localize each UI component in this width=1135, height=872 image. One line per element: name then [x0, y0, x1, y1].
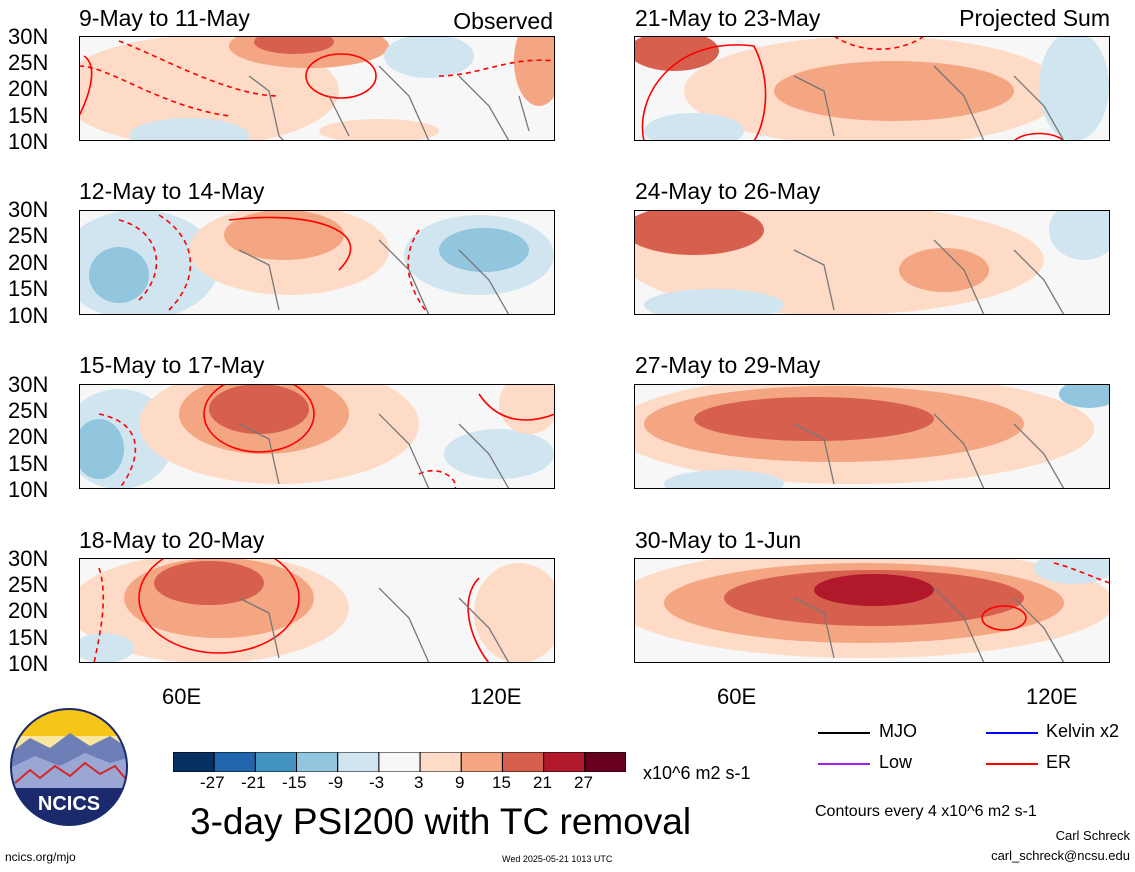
legend-line-kelvin: [986, 732, 1038, 734]
map-panel-3: [79, 384, 555, 489]
colorbar-swatch: [296, 751, 339, 773]
colorbar-swatch: [213, 751, 256, 773]
colorbar-units: x10^6 m2 s-1: [643, 763, 751, 783]
lat-label: 30N: [8, 372, 49, 397]
lat-label: 15N: [8, 103, 49, 128]
lat-label: 10N: [8, 129, 49, 154]
legend-line-low: [818, 763, 870, 765]
panel-tag-projected: Projected Sum: [959, 5, 1110, 31]
legend-label-er: ER: [1046, 752, 1072, 772]
lat-label: 25N: [8, 223, 49, 248]
lat-label: 25N: [8, 398, 49, 423]
colorbar-tick: -21: [241, 773, 266, 792]
legend-label-low: Low: [879, 752, 913, 772]
panel-title-1: 9-May to 11-May: [79, 5, 250, 31]
colorbar-swatch: [501, 751, 545, 773]
colorbar-tick: 9: [455, 773, 465, 792]
map-panel-8: [634, 558, 1110, 663]
lat-label: 20N: [8, 250, 49, 275]
colorbar-swatch: [254, 751, 298, 773]
legend-line-er: [986, 763, 1038, 765]
colorbar-tick: 3: [414, 773, 424, 792]
colorbar-swatch: [543, 751, 586, 773]
panel-title-7: 27-May to 29-May: [635, 352, 821, 378]
panel-title-8: 30-May to 1-Jun: [635, 527, 802, 553]
site-link[interactable]: ncics.org/mjo: [5, 850, 76, 864]
legend-label-kelvin: Kelvin x2: [1046, 721, 1120, 741]
colorbar-tick: -15: [282, 773, 307, 792]
colorbar-swatch: [584, 751, 627, 773]
colorbar-tick: 21: [533, 773, 552, 792]
colorbar-swatch: [337, 751, 380, 773]
map-panel-6: [634, 210, 1110, 315]
legend-label-mjo: MJO: [879, 721, 917, 741]
colorbar-tick: -3: [369, 773, 385, 792]
legend-line-mjo: [818, 732, 870, 734]
map-panel-5: [634, 36, 1110, 141]
timestamp: Wed 2025-05-21 1013 UTC: [502, 854, 613, 864]
author-email[interactable]: carl_schreck@ncsu.edu: [991, 848, 1130, 863]
colorbar: [172, 751, 627, 773]
map-panel-7: [634, 384, 1110, 489]
lat-label: 30N: [8, 546, 49, 571]
panel-title-6: 24-May to 26-May: [635, 178, 821, 204]
ncics-logo: NCICS: [10, 708, 128, 826]
lat-label: 20N: [8, 598, 49, 623]
lat-label: 20N: [8, 76, 49, 101]
lat-label: 10N: [8, 651, 49, 676]
lat-label: 10N: [8, 477, 49, 502]
panel-title-5: 21-May to 23-May: [635, 5, 821, 31]
colorbar-swatch: [460, 751, 503, 773]
lon-label-120e-left: 120E: [470, 684, 522, 709]
lat-label: 15N: [8, 276, 49, 301]
colorbar-tick: 27: [574, 773, 593, 792]
map-panel-1: [79, 36, 555, 141]
lat-label: 30N: [8, 197, 49, 222]
logo-text: NCICS: [38, 793, 100, 815]
colorbar-tick: -9: [328, 773, 344, 792]
colorbar-swatch: [172, 751, 215, 773]
lat-label: 10N: [8, 303, 49, 328]
lon-label-60e-left: 60E: [162, 684, 202, 709]
lat-label: 20N: [8, 424, 49, 449]
author: Carl Schreck: [1055, 828, 1130, 843]
lat-label: 25N: [8, 572, 49, 597]
panel-title-4: 18-May to 20-May: [79, 527, 265, 553]
colorbar-tick: -27: [200, 773, 225, 792]
map-panel-2: [79, 210, 555, 315]
main-title: 3-day PSI200 with TC removal: [190, 801, 692, 842]
map-panel-4: [79, 558, 555, 663]
lat-label: 15N: [8, 451, 49, 476]
lon-label-60e-right: 60E: [717, 684, 757, 709]
panel-tag-observed: Observed: [453, 8, 553, 34]
panel-title-3: 15-May to 17-May: [79, 352, 265, 378]
lat-label: 30N: [8, 24, 49, 49]
panel-title-2: 12-May to 14-May: [79, 178, 265, 204]
colorbar-swatch: [419, 751, 462, 773]
colorbar-swatch: [378, 751, 421, 773]
lat-label: 25N: [8, 50, 49, 75]
colorbar-tick: 15: [492, 773, 511, 792]
contour-note: Contours every 4 x10^6 m2 s-1: [815, 803, 1037, 820]
lon-label-120e-right: 120E: [1026, 684, 1078, 709]
lat-label: 15N: [8, 625, 49, 650]
